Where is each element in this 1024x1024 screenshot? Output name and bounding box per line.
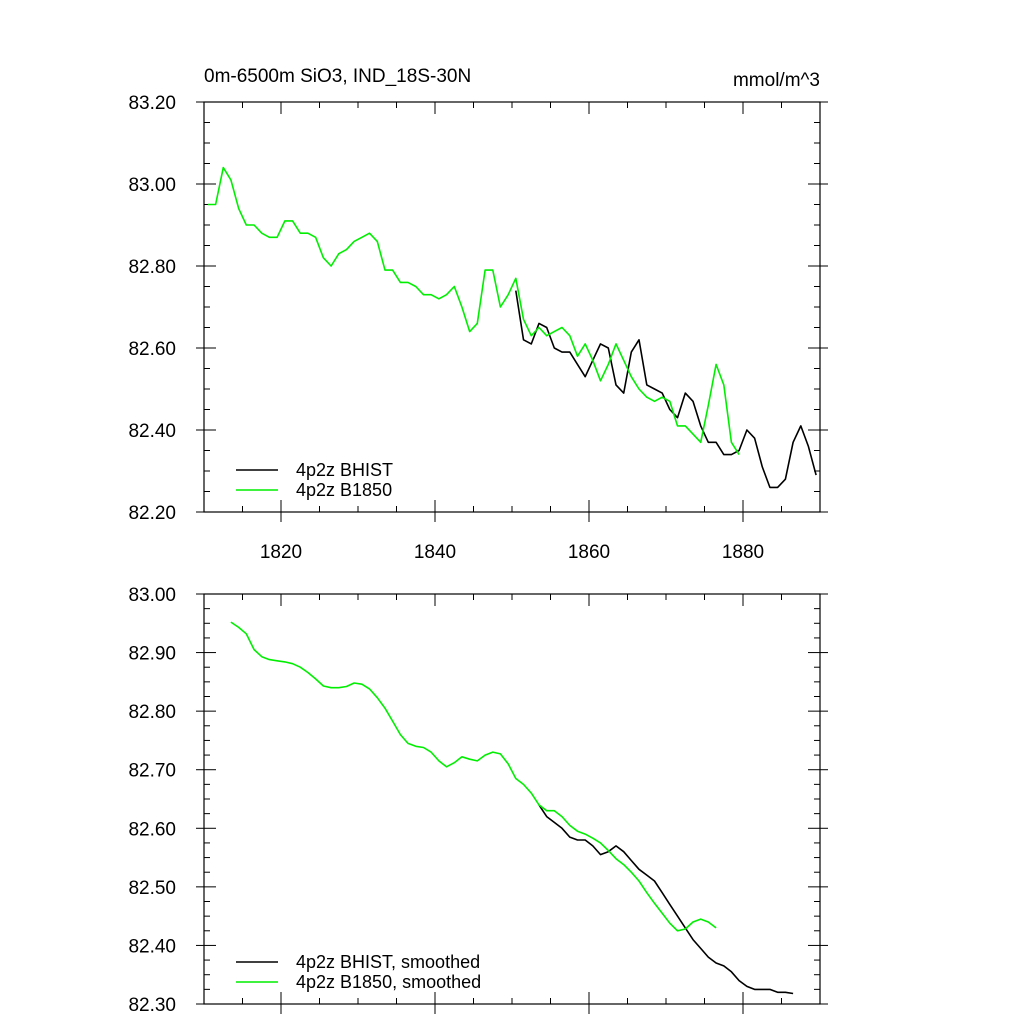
y-tick-label: 83.20 [128,93,176,114]
y-tick-label: 83.00 [128,585,176,606]
chart-title: 0m-6500m SiO3, IND_18S-30N [204,66,471,87]
y-tick-label: 82.70 [128,761,176,782]
y-tick-label: 82.30 [128,995,176,1016]
series-line-bhist-smoothed [538,804,794,995]
x-tick-label: 1860 [568,542,610,563]
legend-label-b1850: 4p2z B1850 [296,480,392,500]
x-tick-label: 1880 [722,542,764,563]
series-group-bottom [230,621,794,995]
y-tick-label: 82.80 [128,257,176,278]
y-tick-label: 82.80 [128,702,176,723]
y-tick-label: 82.60 [128,339,176,360]
panel-top: 0m-6500m SiO3, IND_18S-30N mmol/m^3 1820… [128,66,828,563]
y-tick-label: 82.90 [128,644,176,665]
y-tick-label: 82.40 [128,421,176,442]
x-tick-label: 1840 [414,542,456,563]
panel-bottom: 82.30 82.40 82.50 82.60 82.70 82.80 82.90 83.00… [128,585,828,1016]
legend-label-bhist: 4p2z BHIST [296,460,393,480]
y-tick-label: 82.60 [128,819,176,840]
legend-top: 4p2z BHIST 4p2z B1850 [236,460,393,500]
tick-group-bottom: 82.30 82.40 82.50 82.60 82.70 82.80 82.90 83.00 [128,585,828,1016]
series-group-top [207,166,817,489]
y-tick-label: 83.00 [128,175,176,196]
series-line-b1850-smoothed [230,621,717,932]
y-tick-label: 82.40 [128,936,176,957]
units-label: mmol/m^3 [733,70,820,91]
y-tick-label: 82.20 [128,503,176,524]
y-tick-label: 82.50 [128,878,176,899]
plot-frame-bottom [203,593,821,1005]
plot-frame-top [203,101,821,513]
series-line-b1850 [207,166,740,456]
tick-group-top: 1820 1840 1860 1880 82.20 82.40 82.60 82.80 83.0… [128,93,828,563]
x-tick-label: 1820 [260,542,302,563]
legend-label-bhist-smoothed: 4p2z BHIST, smoothed [296,952,480,972]
legend-label-b1850-smoothed: 4p2z B1850, smoothed [296,972,481,992]
series-line-bhist [515,290,817,489]
legend-bottom: 4p2z BHIST, smoothed 4p2z B1850, smoothe… [236,952,481,992]
